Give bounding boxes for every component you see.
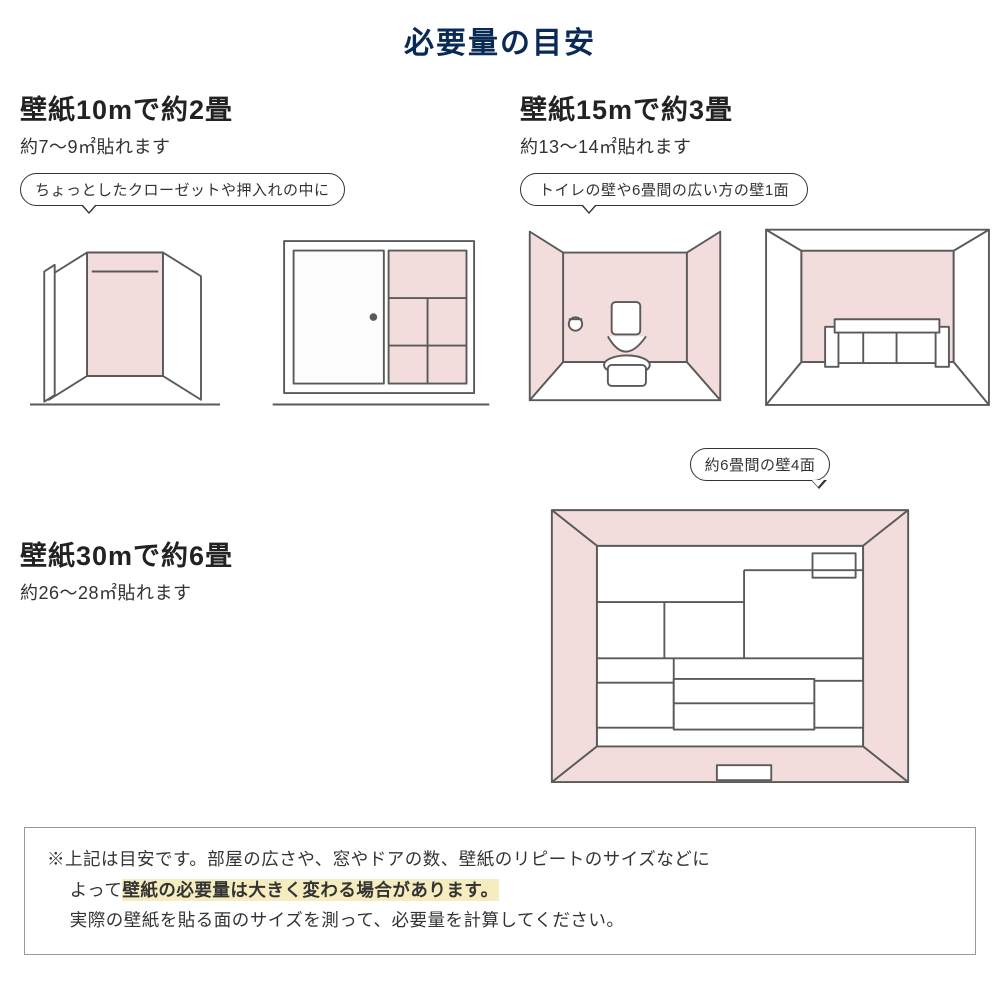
section-sub: 約26〜28㎡貼れます bbox=[20, 579, 500, 605]
section-10m: 壁紙10mで約2畳 約7〜9㎡貼れます ちょっとしたクローゼットや押入れの中に bbox=[20, 88, 500, 424]
note-line-2-pre: よって bbox=[70, 880, 123, 900]
note-highlight: 壁紙の必要量は大きく変わる場合があります。 bbox=[122, 879, 498, 901]
section-bubble: ちょっとしたクローゼットや押入れの中に bbox=[20, 173, 345, 206]
section-bubble: 約6畳間の壁4面 bbox=[690, 448, 831, 481]
sections-grid: 壁紙10mで約2畳 約7〜9㎡貼れます ちょっとしたクローゼットや押入れの中に bbox=[0, 88, 1000, 797]
note-box: ※上記は目安です。部屋の広さや、窓やドアの数、壁紙のリピートのサイズなどに よっ… bbox=[24, 827, 976, 955]
section-heading: 壁紙30mで約6畳 bbox=[20, 534, 500, 573]
section-bubble: トイレの壁や6畳間の広い方の壁1面 bbox=[520, 173, 808, 206]
room-wall-illustration bbox=[755, 224, 1000, 424]
closet-illustration bbox=[20, 224, 254, 414]
oshiire-illustration bbox=[266, 224, 500, 414]
section-15m: 壁紙15mで約3畳 約13〜14㎡貼れます トイレの壁や6畳間の広い方の壁1面 bbox=[520, 88, 1000, 424]
section-heading: 壁紙10mで約2畳 bbox=[20, 88, 500, 127]
toilet-illustration bbox=[520, 224, 743, 424]
section-30m: 壁紙30mで約6畳 約26〜28㎡貼れます bbox=[20, 444, 500, 797]
note-line-2: よって壁紙の必要量は大きく変わる場合があります。 bbox=[47, 875, 953, 906]
section-sub: 約7〜9㎡貼れます bbox=[20, 133, 500, 159]
section-heading: 壁紙15mで約3畳 bbox=[520, 88, 1000, 127]
note-line-3: 実際の壁紙を貼る面のサイズを測って、必要量を計算してください。 bbox=[47, 905, 953, 936]
note-line-1: ※上記は目安です。部屋の広さや、窓やドアの数、壁紙のリピートのサイズなどに bbox=[47, 844, 953, 875]
room-4walls-illustration bbox=[520, 497, 1000, 797]
section-30m-illust: 約6畳間の壁4面 bbox=[520, 434, 1000, 797]
page-title: 必要量の目安 bbox=[0, 0, 1000, 88]
section-sub: 約13〜14㎡貼れます bbox=[520, 133, 1000, 159]
